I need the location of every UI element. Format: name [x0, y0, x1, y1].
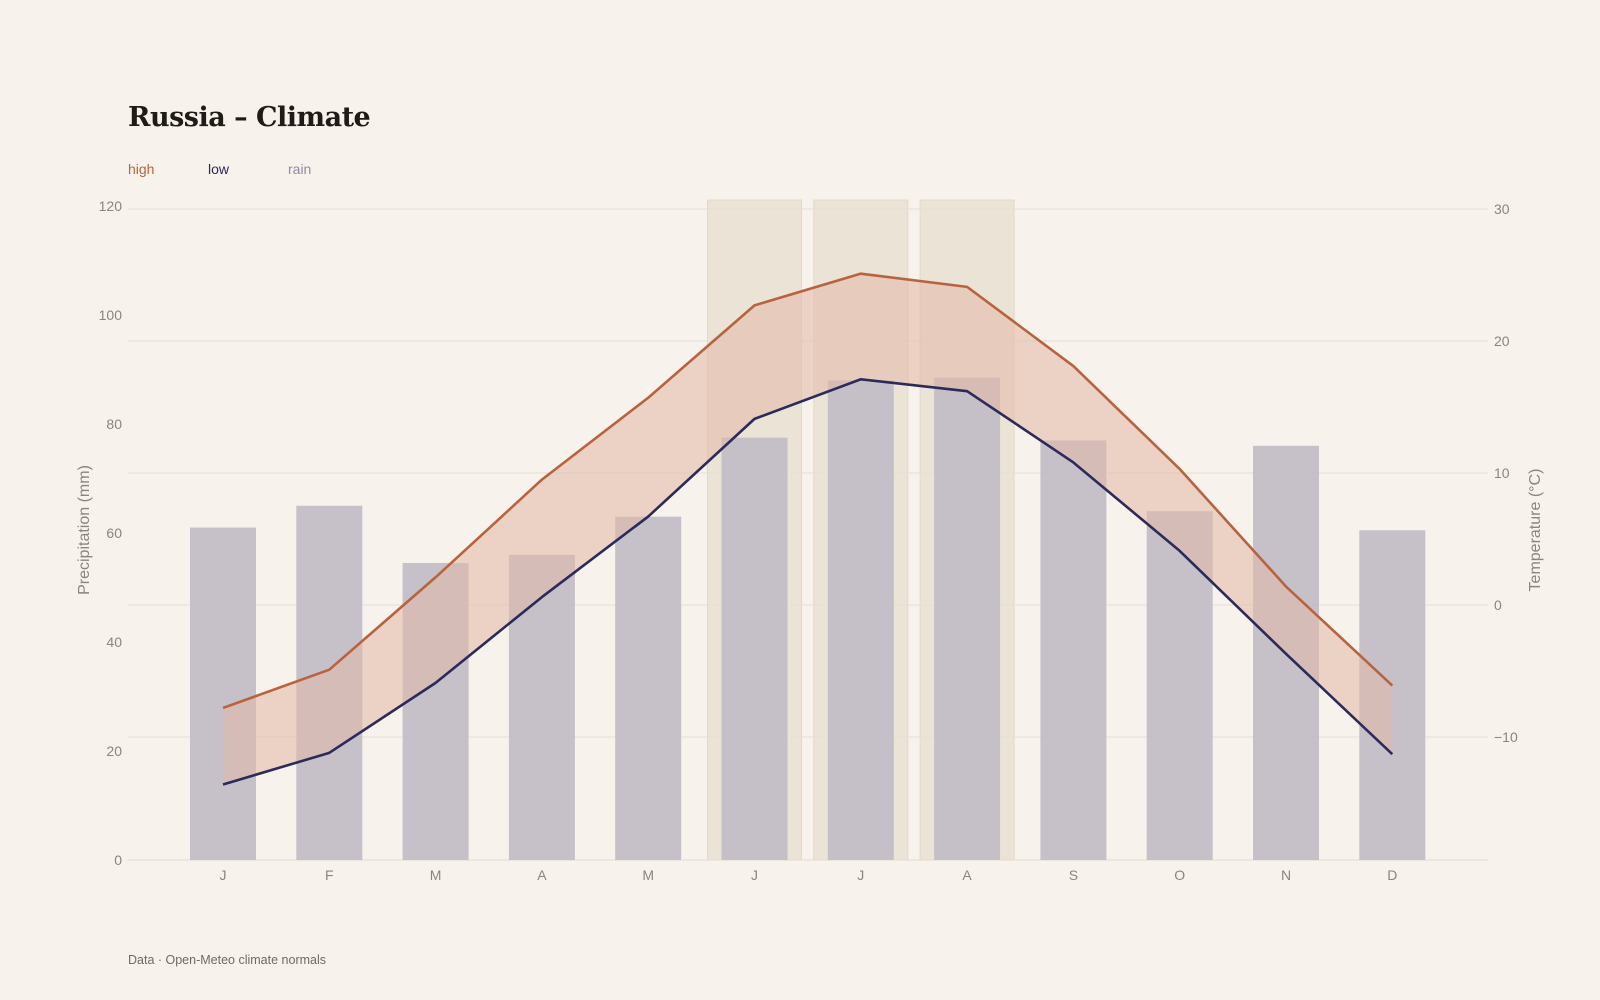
y-left-tick-label: 60: [106, 525, 122, 541]
x-tick-label: D: [1387, 867, 1397, 883]
rain-bar: [827, 380, 894, 860]
temperature-lines: [222, 272, 1394, 786]
low-temperature-line: [222, 377, 1394, 786]
y-right-tick-label: 0: [1494, 597, 1502, 613]
x-tick-label: M: [642, 867, 654, 883]
x-tick-label: J: [857, 867, 864, 883]
x-tick-label: N: [1281, 867, 1291, 883]
x-tick-label: S: [1069, 867, 1078, 883]
y-left-tick-label: 100: [99, 307, 123, 323]
rain-bars: [190, 377, 1426, 860]
rain-bar: [934, 377, 1001, 860]
x-tick-label: F: [325, 867, 334, 883]
x-tick-label: A: [962, 867, 972, 883]
x-tick-label: M: [430, 867, 442, 883]
y-right-tick-label: −10: [1494, 729, 1518, 745]
x-tick-label: O: [1174, 867, 1185, 883]
data-source-note: Data · Open-Meteo climate normals: [128, 953, 326, 967]
y-left-tick-label: 0: [114, 852, 122, 868]
y-left-axis-title: Precipitation (mm): [76, 465, 93, 595]
y-right-tick-label: 10: [1494, 465, 1510, 481]
x-tick-label: A: [537, 867, 547, 883]
y-left-tick-label: 120: [99, 198, 123, 214]
chart-title: Russia – Climate: [128, 102, 371, 133]
rain-bar: [615, 516, 682, 860]
x-tick-label: J: [751, 867, 758, 883]
temperature-band: [223, 273, 1393, 785]
rain-bar: [721, 437, 788, 860]
y-right-axis-title: Temperature (°C): [1527, 469, 1544, 592]
y-right-tick-label: 30: [1494, 201, 1510, 217]
y-left-tick-label: 80: [106, 416, 122, 432]
legend-item-high: high: [128, 161, 155, 177]
y-right-tick-label: 20: [1494, 333, 1510, 349]
high-low-band: [223, 273, 1393, 785]
legend-item-rain: rain: [288, 161, 312, 177]
rain-bar: [190, 527, 256, 860]
y-left-tick-label: 20: [106, 743, 122, 759]
rain-bar: [1040, 440, 1107, 860]
high-temperature-line: [222, 272, 1394, 710]
legend-item-low: low: [208, 161, 230, 177]
y-left-tick-label: 40: [106, 634, 122, 650]
x-tick-label: J: [220, 867, 227, 883]
